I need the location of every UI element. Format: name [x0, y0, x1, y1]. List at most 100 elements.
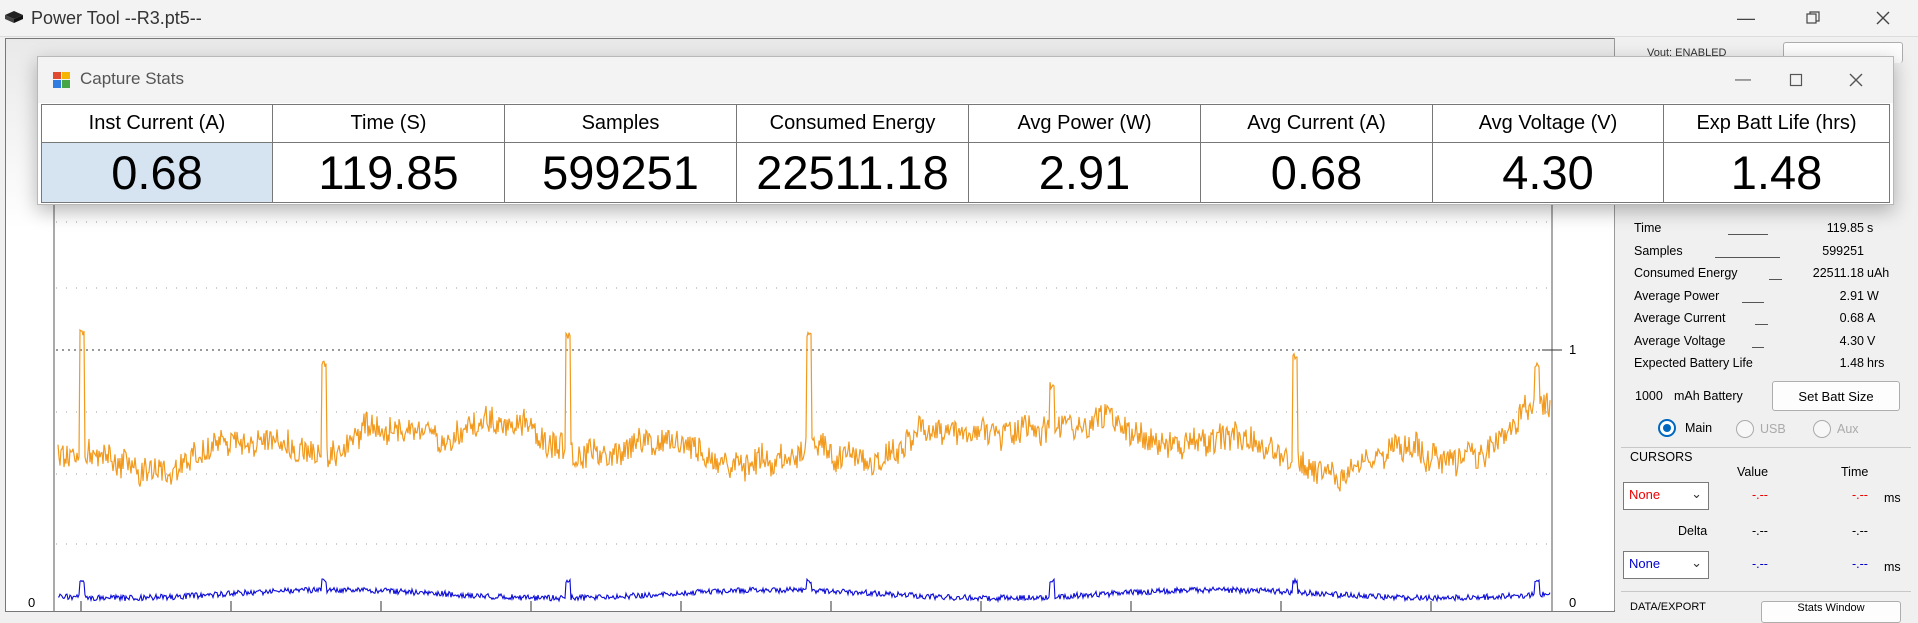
cursor1-time: -.-- — [1852, 488, 1868, 502]
minimize-icon: — — [1737, 7, 1755, 28]
stat-unit: W — [1867, 288, 1879, 303]
stat-label: Time — [1634, 221, 1662, 235]
current-trace-line — [57, 328, 1551, 492]
stats-column-header: Exp Batt Life (hrs) — [1664, 105, 1889, 143]
stat-value: 22511.18 — [1812, 266, 1864, 280]
vout-status: Vout: ENABLED — [1647, 47, 1727, 57]
stats-grid: Inst Current (A) 0.68 Time (S) 119.85 Sample… — [41, 104, 1890, 203]
radio-aux-label: Aux — [1837, 422, 1859, 436]
current-trace — [57, 328, 1551, 492]
minimize-icon: — — [1735, 71, 1751, 88]
stat-row: Average Current 0.68 A — [1634, 311, 1875, 331]
stat-row: Average Voltage 4.30 V — [1634, 333, 1875, 354]
restore-icon — [1806, 11, 1820, 24]
window-titlebar: Power Tool --R3.pt5-- — — [0, 0, 1918, 37]
cursor1-select[interactable]: None ⌄ — [1623, 482, 1709, 510]
set-batt-size-button[interactable]: Set Batt Size — [1772, 381, 1900, 411]
close-icon — [1876, 11, 1890, 25]
stats-column-value: 0.68 — [42, 143, 272, 202]
grid-lines — [56, 221, 1550, 545]
stats-column-value: 1.48 — [1730, 146, 1823, 199]
cursor1-value: -.-- — [1752, 488, 1768, 502]
minimize-button[interactable]: — — [1723, 4, 1769, 32]
stat-value: 2.91 — [1839, 288, 1864, 303]
y-tick-left-0: 0 — [28, 595, 35, 610]
stat-value: 0.68 — [1839, 311, 1864, 325]
y-tick-right-1: 1 — [1569, 342, 1576, 357]
dialog-titlebar: Capture Stats — — [38, 57, 1893, 103]
stats-column-header: Avg Current (A) — [1201, 105, 1432, 143]
close-button[interactable] — [1860, 4, 1906, 32]
stat-unit: V — [1867, 333, 1876, 348]
cursor2-select-value: None — [1629, 556, 1661, 571]
radio-usb-label: USB — [1760, 422, 1786, 436]
stats-column-value: 2.91 — [1038, 146, 1131, 199]
stat-unit: hrs — [1867, 356, 1885, 370]
stat-value: 4.30 — [1839, 333, 1864, 348]
radio-aux[interactable] — [1813, 420, 1831, 438]
radio-main-label: Main — [1685, 421, 1713, 435]
maximize-icon — [1789, 73, 1803, 87]
stats-column[interactable]: Avg Power (W) 2.91 — [969, 105, 1201, 202]
delta-value: -.-- — [1752, 524, 1768, 538]
stats-column-value: 0.68 — [1270, 146, 1363, 199]
stats-column-value: 119.85 — [318, 146, 459, 199]
chevron-down-icon: ⌄ — [1691, 486, 1702, 501]
stats-column-header: Inst Current (A) — [42, 105, 272, 143]
dialog-maximize-button[interactable] — [1776, 65, 1816, 95]
window-title: Power Tool --R3.pt5-- — [31, 8, 202, 28]
stats-column-value: 4.30 — [1502, 146, 1594, 199]
cursor2-select[interactable]: None ⌄ — [1623, 551, 1709, 579]
stats-column[interactable]: Avg Voltage (V) 4.30 — [1433, 105, 1664, 202]
stat-label: Consumed Energy — [1634, 266, 1738, 280]
battery-size-value: 1000 — [1635, 389, 1663, 403]
chevron-down-icon: ⌄ — [1691, 555, 1702, 570]
x-axis-ticks — [80, 601, 1432, 611]
stat-row: Samples 599251 — [1634, 244, 1864, 264]
stat-label: Average Power — [1634, 288, 1720, 303]
dialog-minimize-button[interactable]: — — [1723, 65, 1763, 95]
cursors-time-header: Time — [1841, 465, 1869, 479]
y-tick-right-0: 0 — [1569, 595, 1576, 610]
stats-column-header: Samples — [505, 105, 736, 143]
battery-unit-label: mAh Battery — [1674, 389, 1743, 403]
stats-column[interactable]: Time (S) 119.85 — [273, 105, 505, 202]
cursors-title: CURSORS — [1630, 450, 1693, 464]
stat-leader-line — [1752, 346, 1764, 348]
dialog-title: Capture Stats — [80, 69, 184, 88]
stats-column-header: Time (S) — [273, 105, 504, 143]
restore-button[interactable] — [1790, 4, 1836, 32]
capture-stats-dialog: Capture Stats — Inst Current (A) 0.68 Time… — [37, 56, 1894, 205]
stats-column-value: 599251 — [542, 146, 699, 199]
stat-label: Expected Battery Life — [1634, 356, 1753, 370]
voltage-trace-line — [57, 577, 1551, 604]
dialog-close-button[interactable] — [1836, 65, 1876, 95]
stat-leader-line — [1728, 234, 1768, 235]
stats-window-button[interactable]: Stats Window — [1761, 601, 1901, 623]
stat-leader-line — [1715, 256, 1780, 258]
stats-column[interactable]: Consumed Energy 22511.18 — [737, 105, 969, 202]
stat-unit: uAh — [1867, 266, 1890, 280]
radio-main[interactable] — [1658, 419, 1676, 437]
stats-column[interactable]: Exp Batt Life (hrs) 1.48 — [1664, 105, 1889, 202]
stats-column-header: Avg Voltage (V) — [1433, 105, 1663, 143]
stats-column-header: Avg Power (W) — [969, 105, 1200, 143]
stat-label: Samples — [1634, 243, 1683, 258]
stat-label: Average Voltage — [1634, 333, 1726, 348]
stats-column[interactable]: Inst Current (A) 0.68 — [42, 105, 273, 202]
cursor2-unit: ms — [1884, 560, 1901, 574]
cursor1-select-value: None — [1629, 487, 1661, 502]
stat-value: 1.48 — [1839, 356, 1864, 370]
radio-usb[interactable] — [1736, 420, 1754, 438]
stats-column[interactable]: Samples 599251 — [505, 105, 737, 202]
cursors-value-header: Value — [1737, 465, 1769, 479]
divider — [1621, 447, 1911, 448]
capture-stats-icon — [53, 72, 70, 88]
data-export-label: DATA/EXPORT — [1630, 601, 1706, 610]
stat-value: 599251 — [1822, 243, 1864, 258]
stat-leader-line — [1769, 279, 1782, 280]
stat-unit: s — [1867, 221, 1874, 235]
stat-row: Average Power 2.91 W — [1634, 288, 1879, 309]
stats-column[interactable]: Avg Current (A) 0.68 — [1201, 105, 1433, 202]
cursor2-value: -.-- — [1752, 557, 1768, 571]
